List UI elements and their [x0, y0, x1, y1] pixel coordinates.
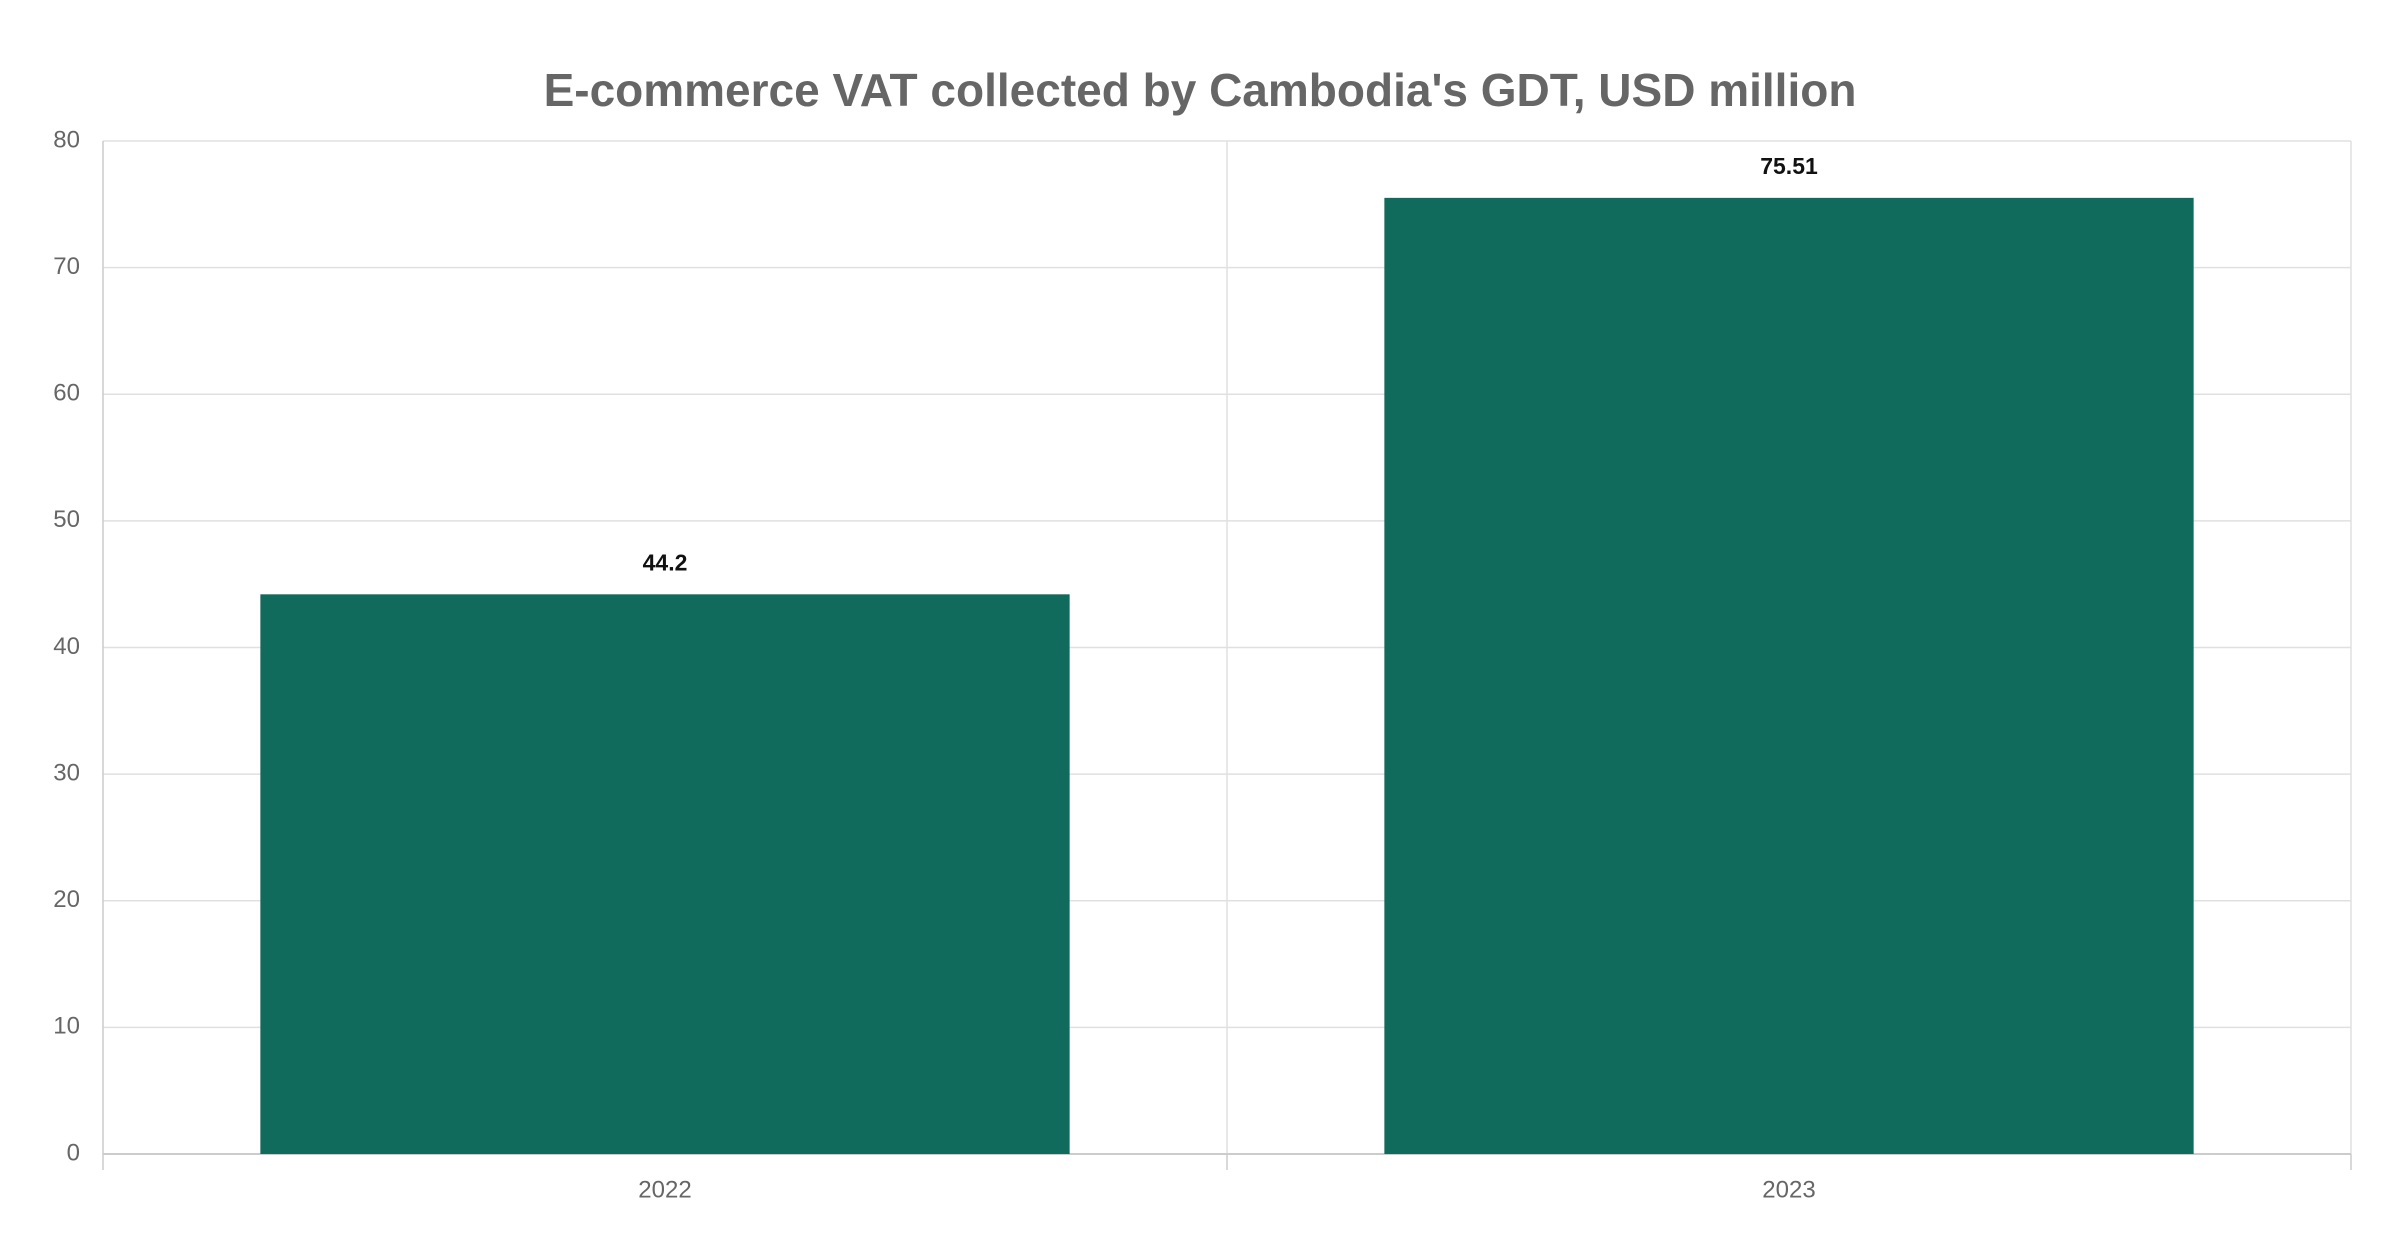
x-tick-label: 2022 [638, 1176, 691, 1203]
y-tick-label: 80 [53, 126, 80, 153]
bar [1384, 197, 2194, 1155]
data-label: 75.51 [1760, 153, 1818, 179]
y-tick-label: 30 [53, 759, 80, 786]
data-label: 44.2 [643, 549, 688, 575]
bar [260, 594, 1070, 1154]
y-tick-label: 70 [53, 253, 80, 280]
y-tick-label: 20 [53, 886, 80, 913]
chart-title: E-commerce VAT collected by Cambodia's G… [544, 64, 1857, 116]
x-tick-label: 2023 [1762, 1176, 1815, 1203]
y-tick-label: 50 [53, 506, 80, 533]
y-tick-label: 0 [67, 1139, 80, 1166]
y-tick-label: 40 [53, 633, 80, 660]
y-tick-label: 60 [53, 380, 80, 407]
y-tick-label: 10 [53, 1013, 80, 1040]
